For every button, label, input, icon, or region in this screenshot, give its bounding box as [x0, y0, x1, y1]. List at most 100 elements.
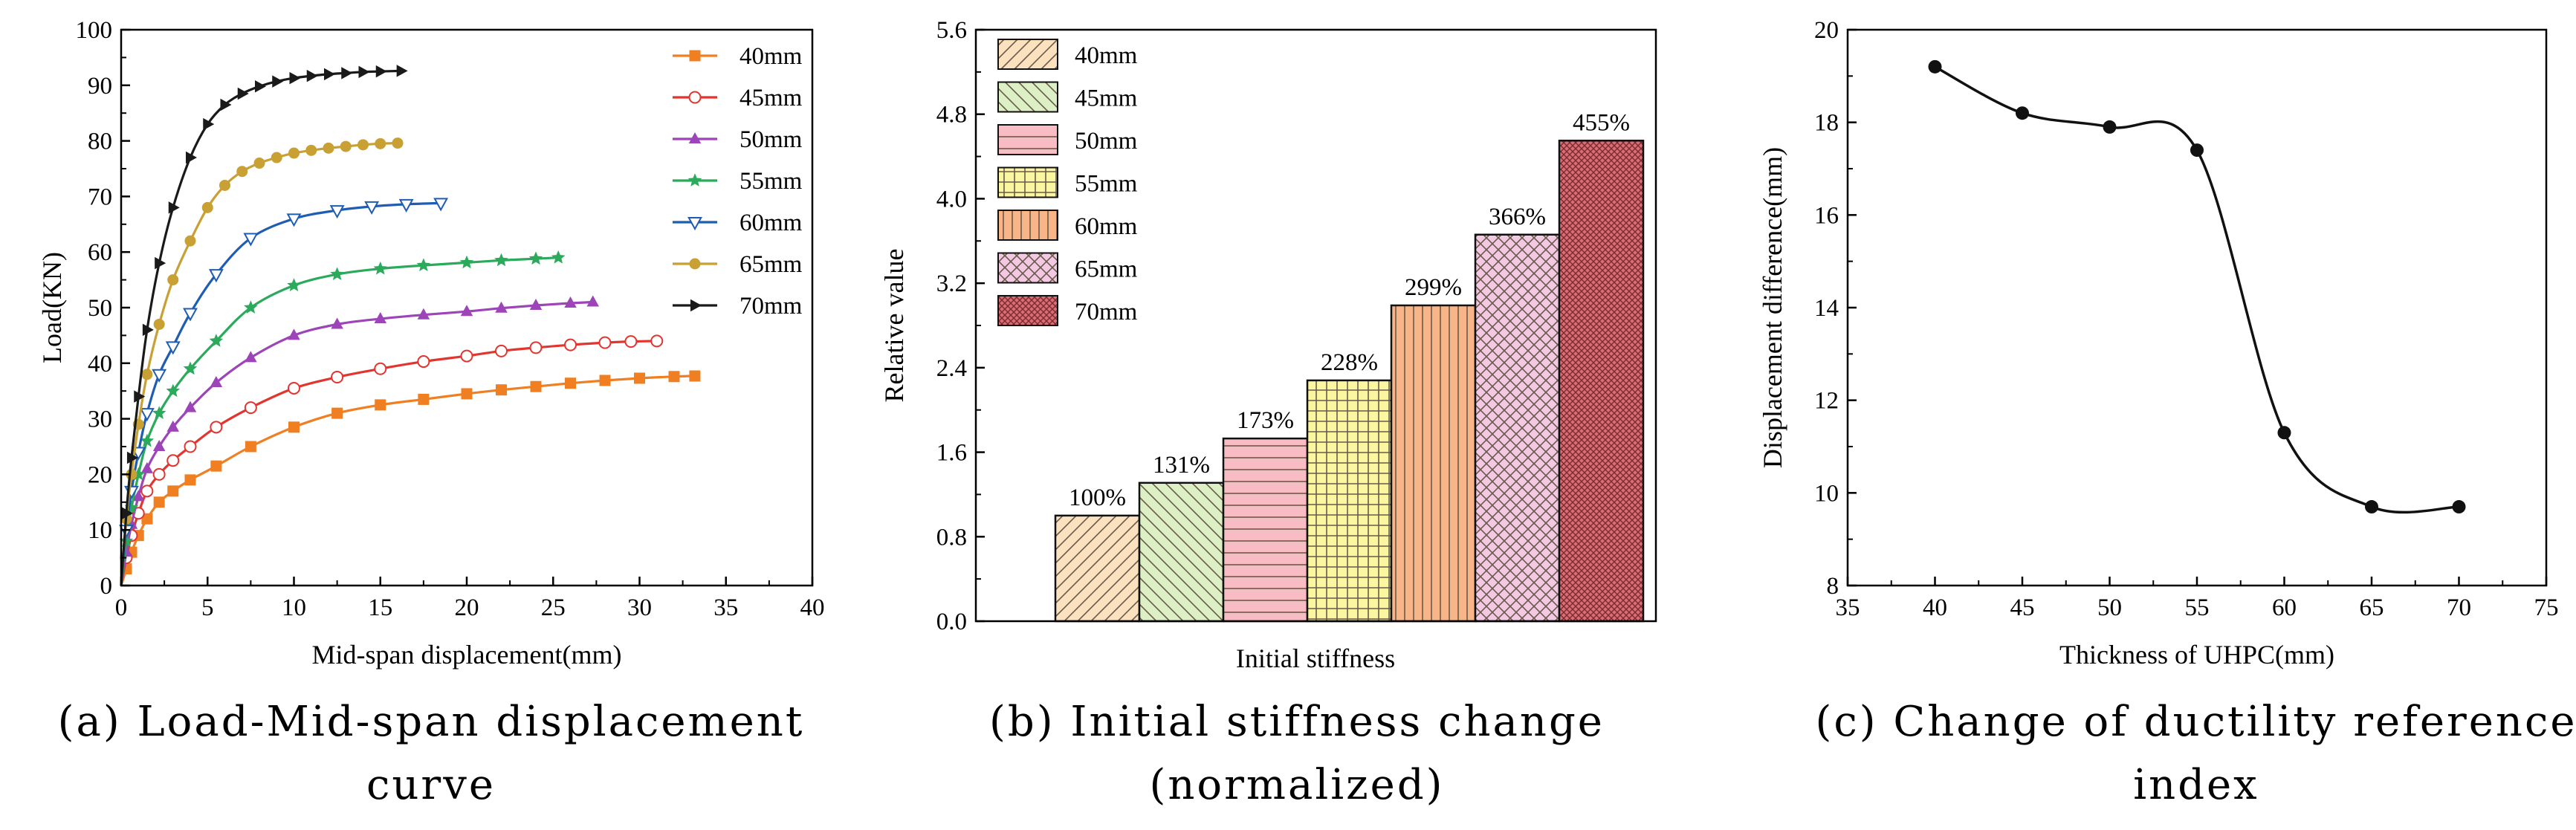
bar-value-label: 100%: [1069, 484, 1126, 511]
data-point: [634, 372, 645, 384]
x-axis-label: Initial stiffness: [1236, 643, 1395, 673]
data-point: [358, 65, 370, 79]
data-point: [152, 467, 166, 481]
y-tick-label: 1.6: [936, 440, 967, 467]
data-point: [396, 65, 408, 77]
data-point: [599, 375, 611, 386]
data-point: [2190, 143, 2204, 158]
data-point: [341, 67, 353, 80]
data-point: [668, 371, 680, 383]
bar: [1138, 482, 1225, 623]
data-point: [357, 139, 369, 151]
y-axis-label: Relative value: [879, 249, 909, 403]
data-point: [690, 299, 702, 312]
data-point: [245, 441, 256, 453]
panel-a-load-displacement: 0 5 10 15 20 25 30 35 40 0 10 20 30 40 50 60 70 80 90 100 4…: [37, 17, 825, 809]
data-point: [219, 179, 230, 191]
y-axis-label: Displacement difference(mm): [1758, 147, 1787, 468]
bar: [1558, 140, 1645, 623]
legend-label: 45mm: [740, 85, 803, 111]
x-axis-label: Mid-span displacement(mm): [312, 640, 622, 669]
x-tick-label: 60: [2272, 594, 2297, 621]
data-point: [209, 334, 224, 347]
data-point: [183, 308, 198, 322]
legend-swatch: [997, 210, 1058, 241]
legend-label: 55mm: [740, 168, 803, 195]
data-point: [375, 399, 386, 411]
y-tick-label: 16: [1814, 202, 1839, 229]
legend-label: 70mm: [740, 293, 803, 320]
data-point: [398, 198, 414, 213]
data-point: [417, 308, 430, 320]
x-tick-label: 25: [541, 594, 566, 621]
y-tick-label: 100: [76, 17, 113, 44]
data-point: [687, 217, 702, 231]
series-line: [1934, 65, 2459, 514]
legend-swatch: [997, 252, 1058, 284]
data-point: [142, 323, 154, 337]
data-point: [139, 408, 155, 422]
legend-label: 55mm: [1075, 171, 1138, 198]
x-tick-label: 35: [1836, 594, 1860, 621]
caption-line-2: curve: [366, 761, 496, 809]
data-point: [687, 173, 702, 187]
y-tick-label: 14: [1814, 295, 1839, 322]
x-tick-label: 40: [800, 594, 825, 621]
data-point: [167, 485, 179, 497]
x-tick-label: 65: [2360, 594, 2384, 621]
panel-c-ductility: 35 40 45 50 55 60 65 70 75 8 10 12 14 16 18 20 Thicknes…: [1758, 17, 2575, 809]
bars-group: 100% 131% 173% 228% 299% 366% 455%: [1054, 109, 1645, 623]
data-point: [374, 311, 386, 323]
y-tick-label: 0.0: [936, 609, 967, 635]
data-point: [2452, 500, 2466, 514]
x-tick-label: 50: [2097, 594, 2122, 621]
data-point: [236, 166, 248, 178]
legend-swatch: [997, 166, 1058, 198]
x-tick-label: 20: [455, 594, 479, 621]
axis-ticks: 0 5 10 15 20 25 30 35 40 0 10 20 30 40 50 60 70 80 90 100: [76, 17, 825, 621]
data-point: [287, 278, 301, 291]
y-tick-label: 30: [88, 406, 112, 433]
series-group: [1928, 59, 2466, 514]
data-point: [152, 369, 167, 383]
data-point: [392, 137, 404, 149]
data-point: [373, 261, 387, 275]
data-point: [288, 381, 300, 395]
legend-swatch: [997, 295, 1058, 326]
data-point: [688, 132, 702, 143]
data-point: [140, 461, 154, 473]
data-point: [331, 317, 343, 329]
data-point: [210, 460, 222, 472]
data-point: [330, 267, 344, 280]
data-point: [374, 362, 387, 375]
data-point: [244, 300, 258, 314]
bar: [1474, 233, 1561, 623]
data-point: [460, 305, 473, 317]
legend-swatch: [997, 81, 1058, 113]
data-point: [375, 137, 386, 149]
data-point: [565, 377, 576, 389]
axis-ticks: 35 40 45 50 55 60 65 70 75 8 10 12 14 16 18 20: [1814, 17, 2559, 621]
data-point: [495, 301, 508, 313]
data-point: [495, 344, 508, 357]
data-point: [624, 335, 638, 348]
data-point: [459, 255, 474, 269]
data-point: [2103, 120, 2117, 134]
data-point: [255, 80, 266, 93]
data-point: [134, 390, 146, 403]
legend-label: 40mm: [740, 43, 803, 70]
data-point: [329, 205, 345, 219]
y-tick-label: 80: [88, 129, 112, 155]
data-point: [183, 361, 198, 375]
data-point: [494, 253, 508, 267]
data-point: [165, 341, 181, 355]
data-point: [153, 318, 165, 330]
bar-value-label: 173%: [1237, 407, 1294, 434]
data-point: [530, 380, 542, 392]
y-tick-label: 4.0: [936, 186, 967, 213]
data-point: [460, 349, 473, 363]
legend-label: 45mm: [1075, 85, 1138, 112]
bar: [1054, 514, 1141, 623]
y-tick-label: 40: [88, 351, 112, 377]
